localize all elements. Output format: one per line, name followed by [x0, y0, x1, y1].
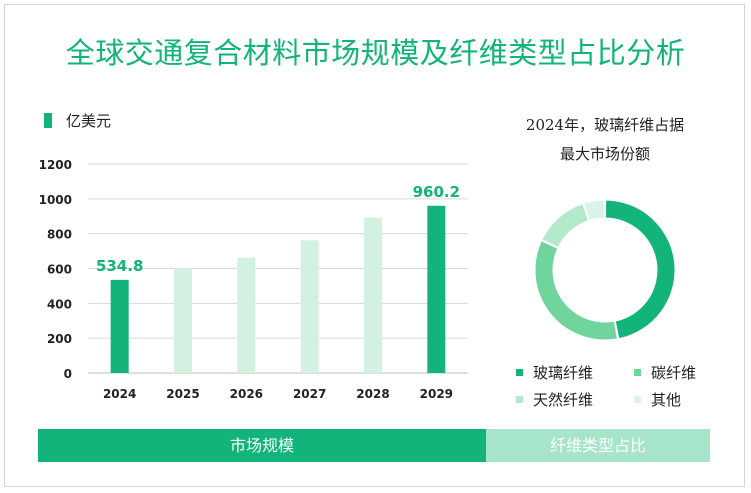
y-tick-label: 1000: [39, 193, 72, 207]
y-tick-label: 1200: [39, 158, 72, 172]
bar: [110, 279, 129, 373]
bar-legend: 亿美元: [44, 110, 111, 131]
donut-chart: [534, 199, 676, 341]
footer-right-banner: 纤维类型占比: [486, 429, 710, 462]
pie-legend-label: 碳纤维: [651, 364, 697, 382]
x-tick-label: 2029: [420, 387, 453, 401]
x-tick-label: 2027: [293, 387, 326, 401]
pie-legend-label: 其他: [651, 391, 682, 409]
x-tick-label: 2024: [103, 387, 136, 401]
pie-legend-swatch: [634, 369, 641, 376]
data-label: 960.2: [413, 183, 460, 201]
pie-legend-item: 天然纤维: [516, 389, 593, 410]
chart-frame: [4, 4, 745, 487]
pie-legend-swatch: [516, 396, 523, 403]
bar: [300, 240, 319, 373]
bar-legend-swatch: [44, 113, 52, 128]
y-tick-label: 800: [47, 228, 72, 242]
pie-title: 2024年，玻璃纤维占据 最大市场份额: [490, 111, 720, 169]
pie-legend-item: 其他: [634, 389, 681, 410]
y-tick-label: 600: [47, 263, 72, 277]
pie-title-line2: 最大市场份额: [559, 145, 650, 163]
x-tick-label: 2026: [230, 387, 263, 401]
pie-legend-label: 玻璃纤维: [533, 364, 594, 382]
y-tick-label: 400: [47, 297, 72, 311]
x-tick-label: 2028: [356, 387, 389, 401]
bar: [364, 217, 382, 373]
pie-legend-swatch: [634, 396, 641, 403]
pie-legend-item: 玻璃纤维: [516, 362, 593, 383]
footer-left-banner: 市场规模: [38, 429, 486, 462]
x-tick-label: 2025: [166, 387, 199, 401]
pie-slice: [534, 240, 619, 341]
y-tick-label: 0: [64, 367, 72, 381]
pie-slice: [583, 199, 605, 222]
bar: [237, 257, 256, 373]
page-title: 全球交通复合材料市场规模及纤维类型占比分析: [65, 36, 686, 70]
pie-slice: [605, 199, 676, 340]
pie-legend-swatch: [516, 369, 523, 376]
pie-slice: [541, 203, 590, 249]
bar-legend-label: 亿美元: [66, 112, 112, 130]
pie-legend-label: 天然纤维: [533, 391, 594, 409]
pie-legend-item: 碳纤维: [634, 362, 696, 383]
bar: [174, 268, 192, 373]
pie-title-line1: 2024年，玻璃纤维占据: [525, 116, 685, 134]
y-tick-label: 200: [47, 332, 72, 346]
bar: [427, 205, 446, 373]
data-label: 534.8: [96, 257, 143, 275]
